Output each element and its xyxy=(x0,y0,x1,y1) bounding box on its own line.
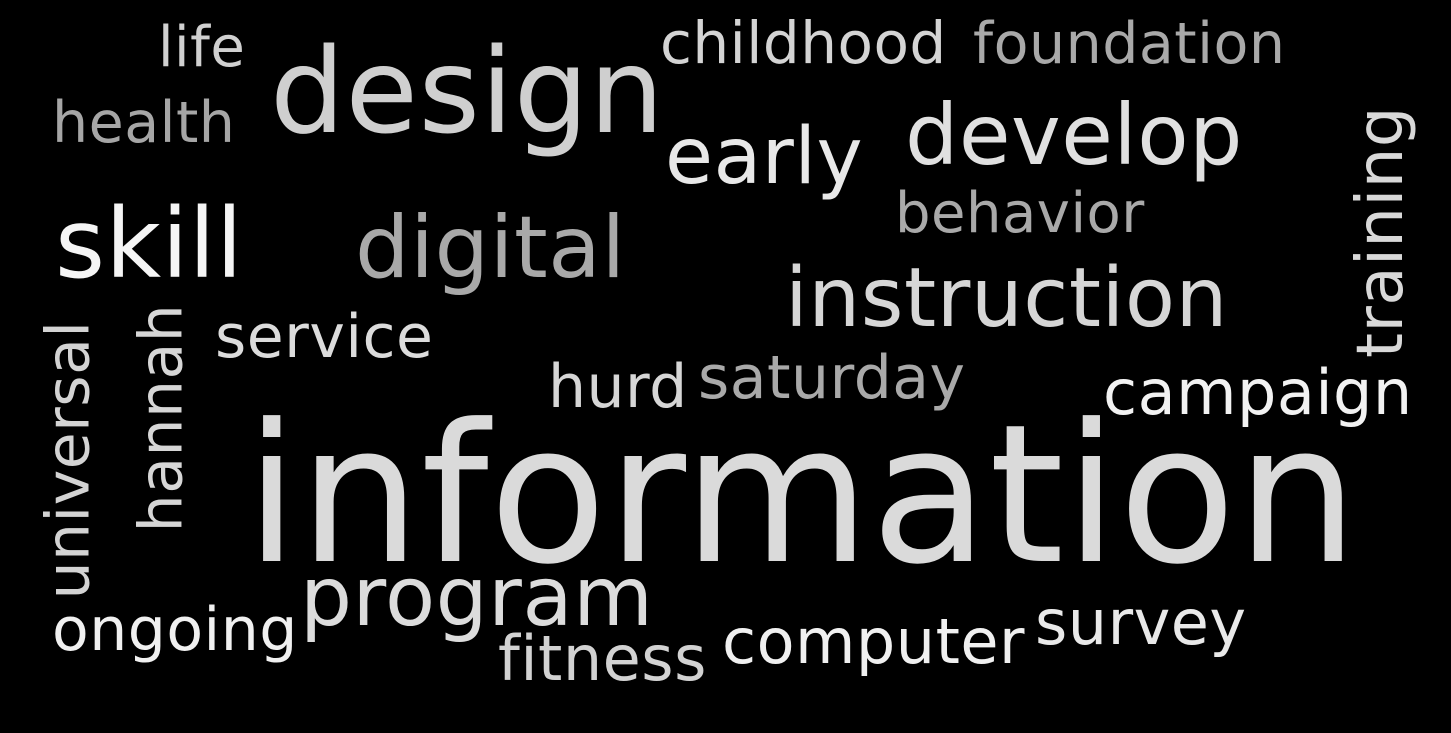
word-information: information xyxy=(245,384,1359,607)
word-childhood: childhood xyxy=(660,9,947,77)
word-program: program xyxy=(300,550,654,645)
word-training: training xyxy=(1343,106,1418,358)
word-universal: universal xyxy=(33,320,104,600)
word-hurd: hurd xyxy=(548,352,688,422)
word-survey: survey xyxy=(1035,586,1247,659)
word-saturday: saturday xyxy=(698,343,966,413)
word-instruction: instruction xyxy=(785,251,1228,346)
word-computer: computer xyxy=(722,605,1026,678)
word-early: early xyxy=(665,112,864,202)
word-digital: digital xyxy=(355,198,626,298)
word-behavior: behavior xyxy=(895,181,1145,246)
word-foundation: foundation xyxy=(973,11,1286,77)
word-health: health xyxy=(52,90,236,156)
word-campaign: campaign xyxy=(1103,356,1413,429)
word-service: service xyxy=(215,302,434,372)
word-fitness: fitness xyxy=(498,622,707,695)
word-skill: skill xyxy=(55,188,244,300)
word-hannah: hannah xyxy=(126,303,197,533)
word-life: life xyxy=(158,15,246,80)
word-ongoing: ongoing xyxy=(52,595,298,665)
word-design: design xyxy=(270,22,665,160)
word-develop: develop xyxy=(905,86,1243,184)
